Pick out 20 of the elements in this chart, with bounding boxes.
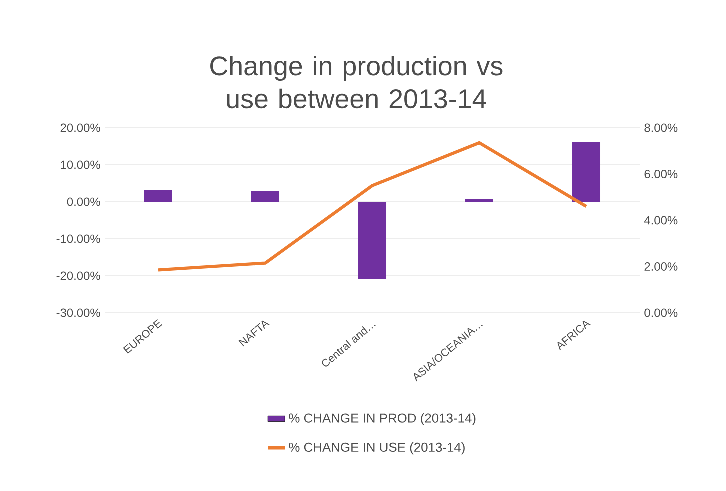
- y-tick-label: 0.00%: [67, 198, 100, 206]
- y2-tick-label: 4.00%: [644, 216, 678, 225]
- y2-tick-label: 6.00%: [644, 170, 678, 178]
- line-series: [156, 141, 588, 272]
- bar: [466, 199, 494, 202]
- y2-tick-label: 0.00%: [644, 308, 678, 318]
- y-tick-label: -20.00%: [56, 272, 100, 280]
- y2-tick-label: 2.00%: [644, 262, 678, 271]
- y-tick-label: 20.00%: [60, 124, 100, 132]
- legend-label: % CHANGE IN PROD (2013-14): [289, 413, 476, 426]
- bar: [252, 191, 280, 202]
- y-tick-label: -30.00%: [56, 308, 100, 318]
- y2-tick-label: 8.00%: [644, 124, 678, 132]
- y-tick-label: -10.00%: [56, 234, 100, 244]
- legend-label: % CHANGE IN USE (2013-14): [289, 442, 465, 455]
- chart-title: Change in production vs use between 2013-14: [210, 56, 503, 109]
- bar: [144, 190, 172, 202]
- bar: [572, 142, 601, 202]
- y-tick-label: 10.00%: [61, 160, 100, 170]
- bar: [358, 202, 387, 280]
